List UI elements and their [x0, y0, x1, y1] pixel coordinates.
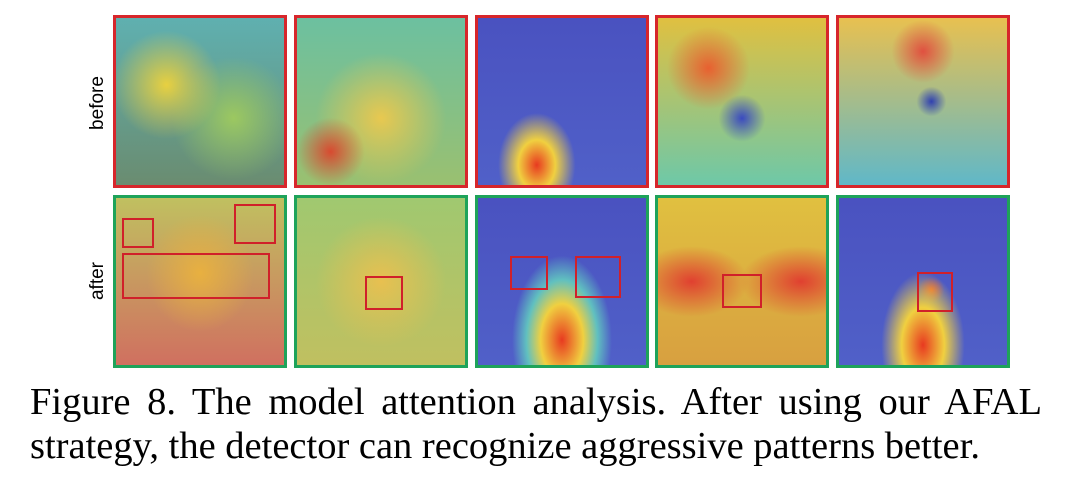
- detection-box: [917, 272, 953, 312]
- heatmap-image: [836, 15, 1010, 188]
- detection-box: [122, 218, 154, 248]
- detection-box: [575, 256, 621, 298]
- caption-line: Figure 8. The model attention analysis. …: [30, 381, 1042, 423]
- detection-box: [722, 274, 762, 308]
- row-label: before: [87, 76, 108, 130]
- heatmap-image: [294, 195, 468, 368]
- heatmap-image: [113, 195, 287, 368]
- heatmap-image: [836, 195, 1010, 368]
- heatmap-image: [655, 15, 829, 188]
- heatmap-image: [113, 15, 287, 188]
- heatmap-image: [475, 15, 649, 188]
- detection-box: [365, 276, 403, 310]
- heatmap-image: [475, 195, 649, 368]
- row-label: after: [87, 261, 108, 301]
- caption-line: strategy, the detector can recognize agg…: [30, 425, 980, 467]
- detection-box: [234, 204, 276, 244]
- heatmap-image: [294, 15, 468, 188]
- detection-box: [122, 253, 270, 299]
- heatmap-image: [655, 195, 829, 368]
- detection-box: [510, 256, 548, 290]
